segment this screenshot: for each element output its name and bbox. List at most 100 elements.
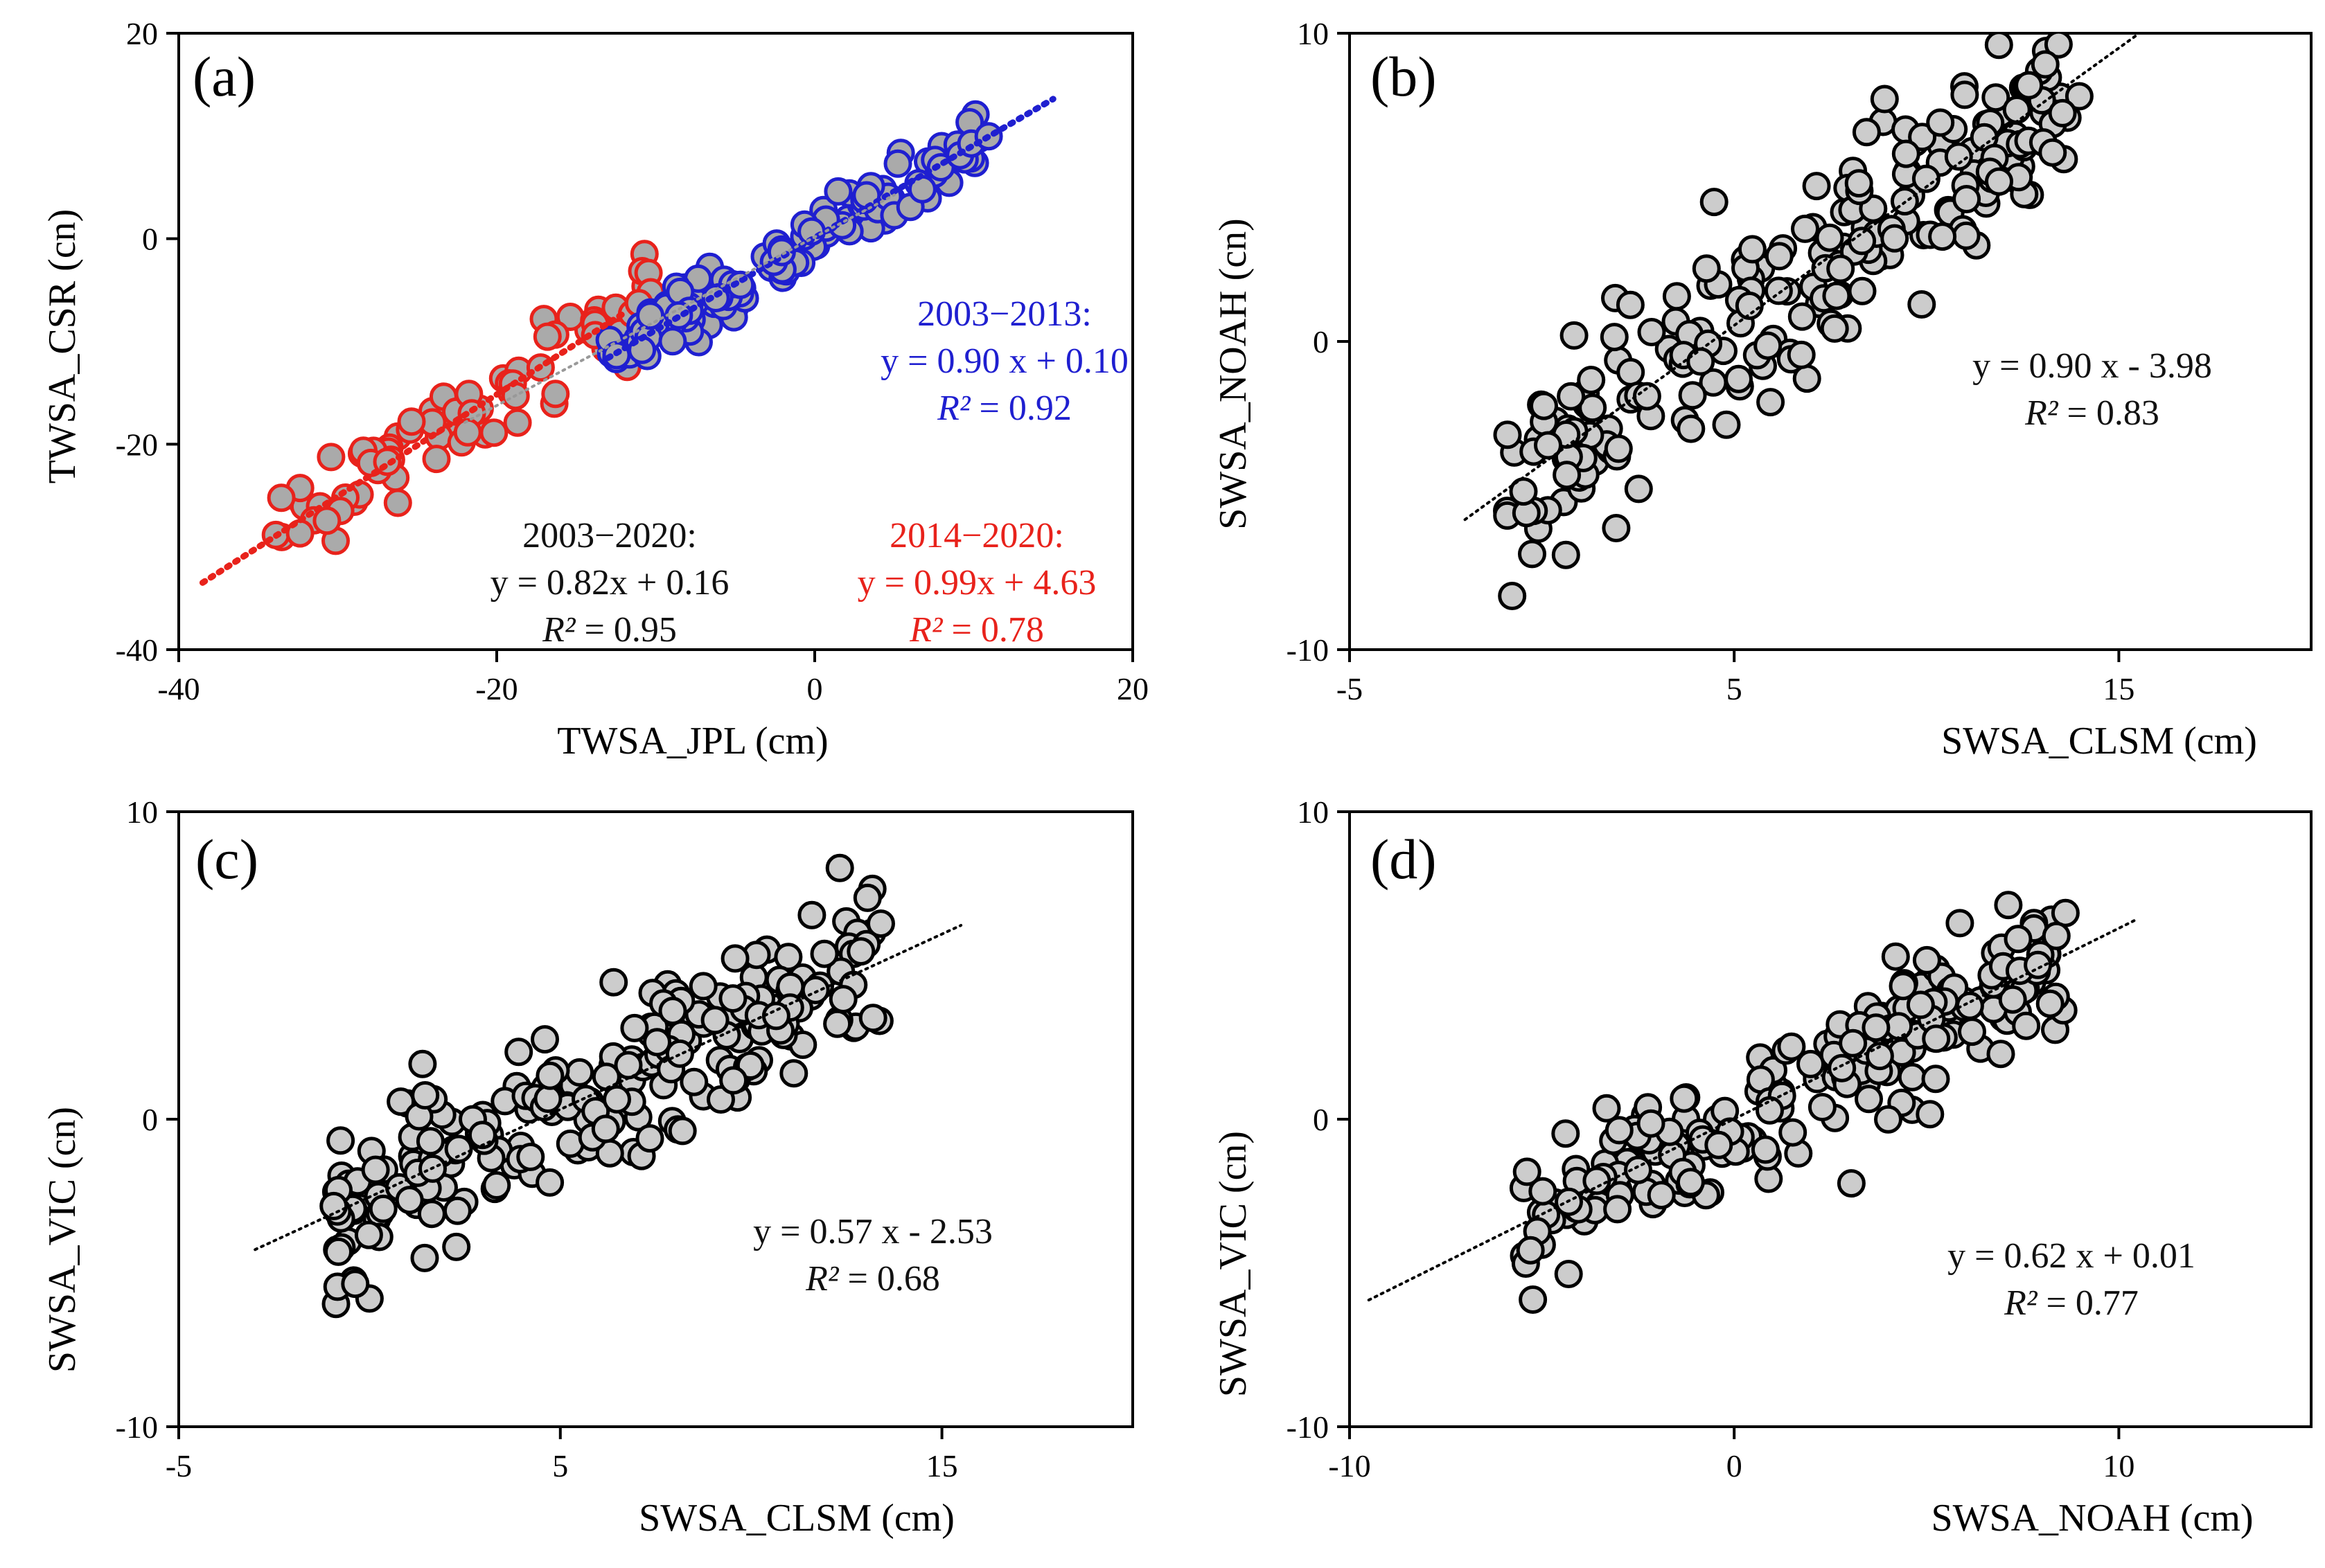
data-point <box>444 1134 473 1164</box>
data-point <box>536 1061 565 1090</box>
data-point <box>354 1220 383 1249</box>
data-point <box>1636 1109 1665 1138</box>
data-point <box>1950 80 1979 109</box>
y-tick-label: -10 <box>1287 1409 1329 1445</box>
r-squared-value: = 0.92 <box>971 389 1072 428</box>
data-point <box>1557 382 1586 411</box>
y-tick-label: -10 <box>1287 632 1329 668</box>
data-point <box>1921 1064 1950 1094</box>
data-point <box>417 1200 446 1229</box>
data-point <box>1712 410 1741 439</box>
data-point <box>1848 276 1877 305</box>
data-point <box>1753 331 1783 360</box>
data-point <box>504 1037 533 1067</box>
panel-c: -5 5 15 -10 0 10 SWSA_CLSM (cm) SWSA_VIC (cn) (c… <box>41 794 1134 1540</box>
x-tick-label: 10 <box>2103 1448 2134 1484</box>
data-point <box>479 418 509 447</box>
data-points <box>1509 891 2080 1314</box>
data-point <box>1528 1177 1557 1206</box>
x-tick-label: -5 <box>1336 671 1363 706</box>
regression-annotation: 2003−2020: y = 0.82x + 0.16 R² = 0.95 <box>490 516 730 650</box>
annotation-line: y = 0.99x + 4.63 <box>858 563 1097 603</box>
annotation-line: R² = 0.92 <box>937 389 1072 428</box>
data-point <box>1662 282 1691 311</box>
data-point <box>1807 1093 1837 1121</box>
data-point <box>1874 1105 1902 1134</box>
r-squared-symbol: R² <box>2024 393 2059 433</box>
data-point <box>503 408 532 437</box>
r-squared-symbol: R² <box>909 610 944 650</box>
data-point <box>1756 1096 1784 1125</box>
data-point <box>1516 1236 1545 1265</box>
data-point <box>1582 1166 1611 1195</box>
y-tick-label: 20 <box>126 16 158 51</box>
data-point <box>1985 167 2013 196</box>
data-point <box>422 445 451 474</box>
x-tick-label: -40 <box>157 671 200 706</box>
data-point <box>326 1126 355 1155</box>
regression-annotation: 2014−2020: y = 0.99x + 4.63 R² = 0.78 <box>858 516 1097 650</box>
data-point <box>599 968 628 997</box>
data-point <box>1678 381 1707 410</box>
data-point <box>2031 50 2060 79</box>
y-tick-label: 0 <box>142 1102 158 1137</box>
data-point <box>1616 357 1645 386</box>
data-point <box>1880 224 1909 253</box>
data-point <box>416 1127 445 1156</box>
data-point <box>810 939 839 968</box>
r-squared-symbol: R² <box>937 389 971 428</box>
x-tick-label: 0 <box>1726 1448 1742 1484</box>
data-point <box>1765 242 1794 271</box>
data-point <box>858 1004 887 1033</box>
x-tick-label: 20 <box>1117 671 1149 706</box>
data-point <box>1530 391 1558 420</box>
data-point <box>620 1013 649 1042</box>
data-point <box>1616 290 1645 319</box>
data-point <box>1493 420 1522 449</box>
data-point <box>1926 108 1955 137</box>
data-point <box>1837 1169 1866 1198</box>
x-tick-label: 5 <box>552 1448 568 1484</box>
data-point <box>1551 540 1580 569</box>
data-point <box>1916 1100 1945 1129</box>
data-point <box>2042 921 2071 950</box>
annotation-line: 2014−2020: <box>890 516 1064 555</box>
annotation-line: R² = 0.83 <box>2024 393 2159 433</box>
annotation-line: 2003−2013: <box>917 294 1092 334</box>
trend-line <box>1367 917 2140 1302</box>
data-point <box>516 1142 545 1171</box>
data-point <box>797 900 826 929</box>
x-axis-title: SWSA_CLSM (cm) <box>639 1497 955 1540</box>
data-points <box>261 100 1003 555</box>
data-point <box>823 1009 852 1038</box>
data-point <box>1519 1285 1548 1314</box>
data-point <box>341 1269 370 1299</box>
data-point <box>883 149 912 178</box>
data-point <box>408 1049 437 1078</box>
x-tick-label: -20 <box>475 671 518 706</box>
x-tick-label: 15 <box>2103 671 2134 706</box>
r-squared-value: = 0.83 <box>2058 393 2159 433</box>
annotation-line: 2003−2020: <box>522 516 697 555</box>
data-point <box>482 1171 511 1200</box>
data-point <box>1822 281 1851 310</box>
data-point <box>1704 1130 1733 1159</box>
annotation-line: R² = 0.77 <box>2004 1283 2139 1323</box>
data-point <box>2012 1011 2041 1040</box>
data-point <box>2051 898 2080 927</box>
data-point <box>1870 84 1899 114</box>
data-points <box>319 853 895 1319</box>
data-point <box>591 1114 620 1143</box>
data-point <box>614 1051 643 1080</box>
data-point <box>1676 1168 1705 1197</box>
data-point <box>453 418 482 447</box>
annotation-line: R² = 0.95 <box>542 610 677 650</box>
data-point <box>1998 985 2027 1014</box>
data-point <box>397 407 426 436</box>
data-point <box>1603 1195 1632 1224</box>
r-squared-symbol: R² <box>542 610 576 650</box>
data-point <box>1534 431 1562 460</box>
data-point <box>1891 139 1920 168</box>
panel-b: -5 5 15 -10 0 10 SWSA_CLSM (cm) SWSA_NOAH (cn) (… <box>1212 16 2313 763</box>
data-point <box>1518 540 1546 569</box>
